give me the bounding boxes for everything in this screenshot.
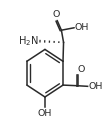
Text: O: O — [53, 10, 60, 19]
Text: OH: OH — [88, 82, 103, 91]
Text: H$_2$N: H$_2$N — [18, 34, 38, 48]
Text: O: O — [77, 65, 85, 74]
Text: OH: OH — [75, 23, 89, 32]
Text: OH: OH — [38, 109, 52, 118]
